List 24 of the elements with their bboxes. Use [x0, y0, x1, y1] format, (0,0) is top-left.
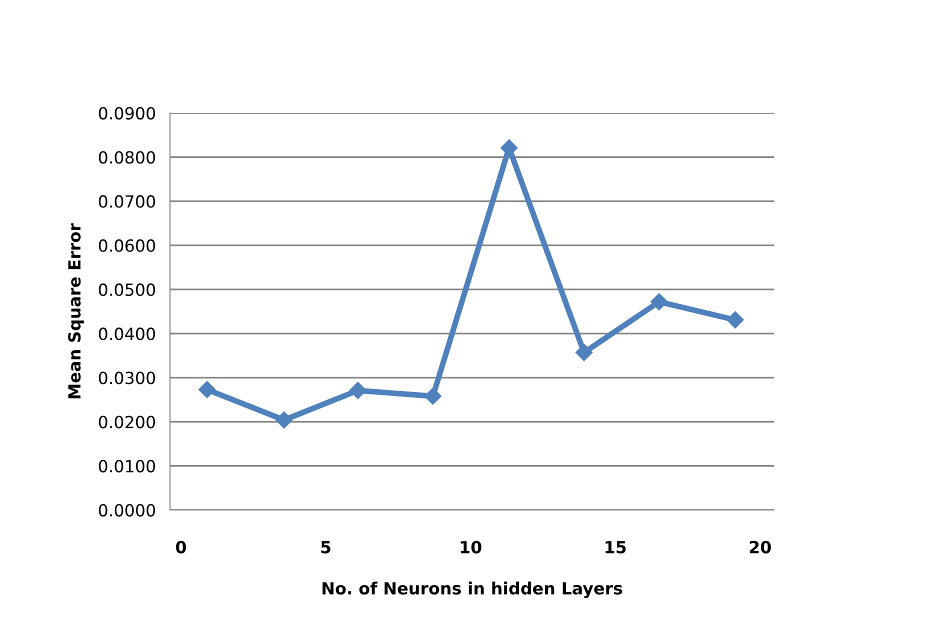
point — [276, 411, 293, 429]
x-axis-title: No. of Neurons in hidden Layers — [322, 582, 622, 598]
x-tick-label: 0 — [176, 540, 186, 554]
x-tick-label: 15 — [606, 541, 626, 554]
point — [576, 344, 593, 362]
point — [349, 382, 366, 400]
y-tick-label: 0.0600 — [98, 239, 156, 252]
y-axis-title: Mean Square Error — [68, 223, 84, 398]
y-tick-label: 0.0700 — [98, 195, 156, 208]
point — [424, 388, 442, 405]
y-tick-label: 0.0100 — [98, 460, 156, 472]
point — [726, 311, 744, 328]
y-tick-label: 0.0900 — [98, 106, 156, 120]
y-tick-label: 0.0800 — [98, 151, 156, 164]
y-tick-label: 0.0500 — [98, 283, 156, 296]
y-tick-label: 0.0300 — [98, 372, 156, 384]
point — [650, 293, 668, 310]
point — [198, 381, 216, 398]
x-tick-label: 5 — [321, 541, 330, 554]
y-tick-label: 0.0400 — [98, 328, 156, 340]
y-tick-label: 0.0200 — [98, 416, 156, 428]
x-tick-label: 20 — [750, 540, 771, 554]
y-tick-label: 0.0000 — [98, 504, 156, 517]
x-tick-label: 10 — [460, 540, 482, 554]
